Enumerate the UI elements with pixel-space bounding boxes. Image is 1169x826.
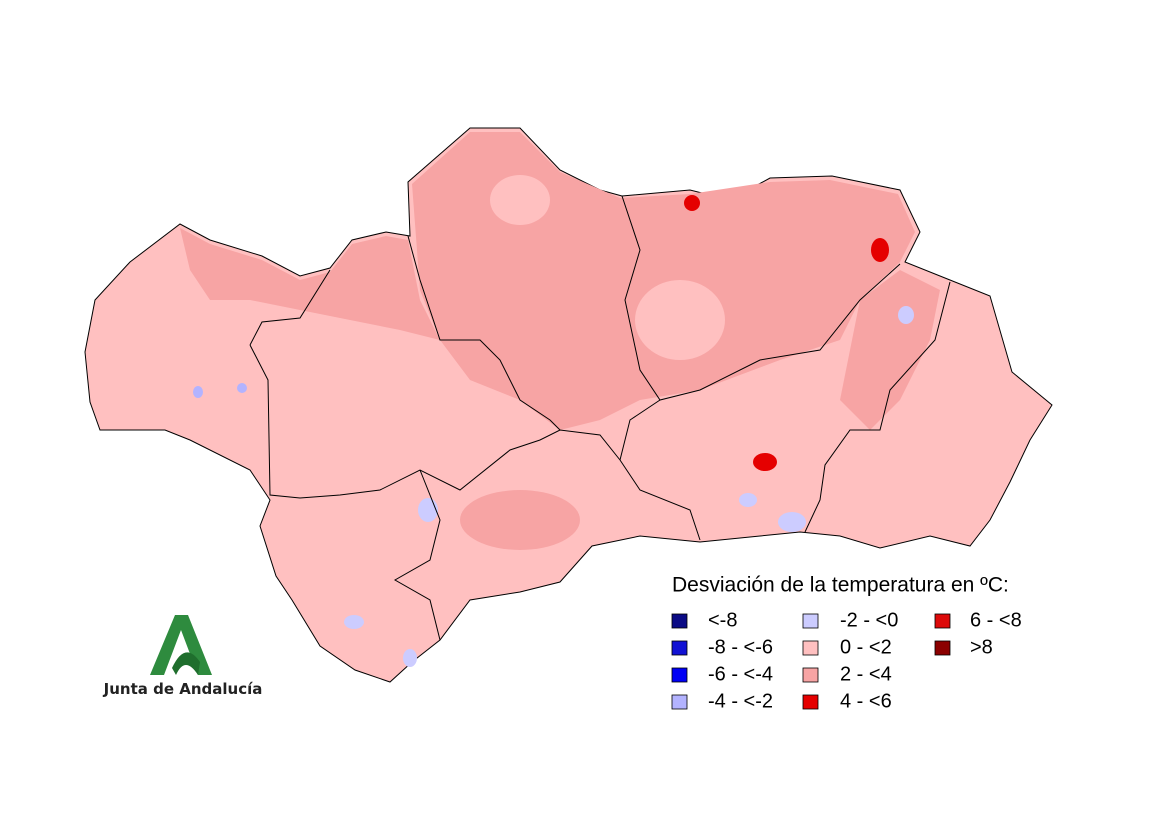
legend-swatch: [934, 640, 951, 656]
province-border: [407, 235, 561, 431]
legend-swatch: [671, 667, 688, 683]
cold-spot: [193, 386, 203, 398]
warm-zone: [460, 490, 580, 550]
cold-spot: [403, 649, 417, 667]
province-border: [249, 344, 701, 541]
logo-mark: [172, 652, 200, 675]
legend-label: 4 - <6: [840, 690, 892, 712]
legend-title: Desviación de la temperatura en ºC:: [672, 574, 1009, 597]
province-border: [804, 281, 951, 533]
legend-label: >8: [970, 636, 993, 658]
legend-swatch: [802, 667, 819, 683]
legend: <-8 -8 - <-6 -6 - <-4 -4 - <-2 -2 - <0 0 - <2…: [671, 609, 1022, 712]
province-border: [393, 469, 441, 641]
cold-spot: [739, 493, 757, 507]
province-border: [621, 195, 901, 401]
hot-spot: [684, 195, 700, 211]
cold-spot: [778, 512, 806, 532]
province-border: [249, 269, 331, 346]
warm-zone: [840, 270, 940, 430]
legend-label: -6 - <-4: [708, 663, 773, 685]
logo: Junta de Andalucía: [103, 615, 263, 698]
map: [84, 127, 1053, 683]
legend-swatch: [802, 694, 819, 710]
legend-label: -8 - <-6: [708, 636, 773, 658]
legend-label: -2 - <0: [840, 609, 898, 631]
legend-swatch: [802, 640, 819, 656]
cold-spot: [344, 615, 364, 629]
cool-zone: [490, 175, 550, 225]
legend-swatch: [934, 613, 951, 629]
cold-spot: [237, 383, 247, 393]
legend-label: <-8: [708, 609, 737, 631]
cold-spot: [418, 498, 438, 522]
hot-spot: [871, 238, 889, 262]
legend-label: 6 - <8: [970, 609, 1022, 631]
legend-label: 2 - <4: [840, 663, 892, 685]
cold-spot: [898, 306, 914, 324]
cool-zone: [635, 280, 725, 360]
legend-swatch: [802, 613, 819, 629]
hot-spot: [753, 453, 777, 471]
province-border: [619, 399, 661, 461]
legend-label: -4 - <-2: [708, 690, 773, 712]
legend-swatch: [671, 694, 688, 710]
legend-swatch: [671, 613, 688, 629]
legend-swatch: [671, 640, 688, 656]
warm-zone: [180, 228, 440, 340]
logo-text: Junta de Andalucía: [103, 680, 263, 698]
legend-label: 0 - <2: [840, 636, 892, 658]
